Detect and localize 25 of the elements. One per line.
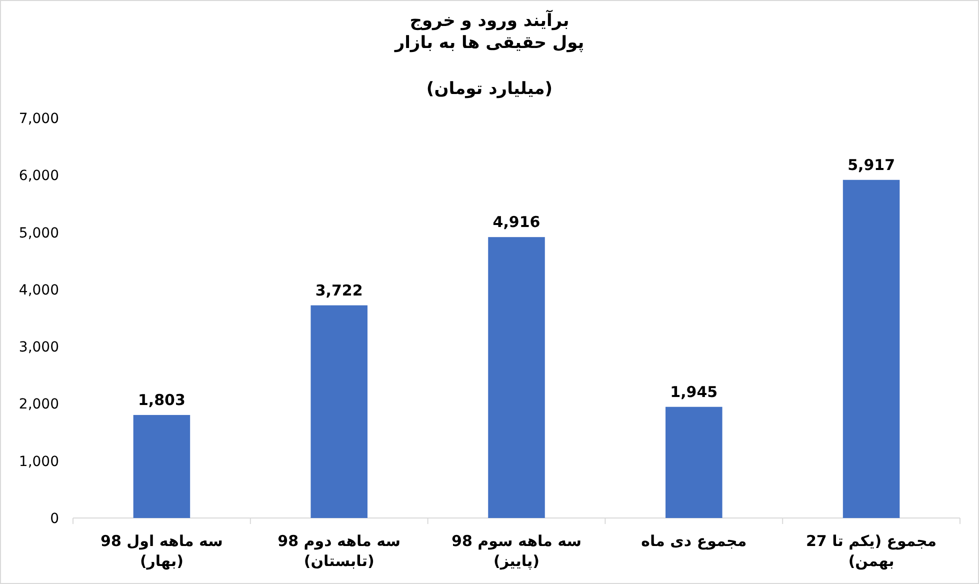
y-tick-label: 5,000 (18, 225, 59, 242)
x-tick-label: سه ماهه سوم 98 (پاییز) (452, 532, 582, 570)
bar (133, 414, 190, 518)
data-label: 1,803 (138, 390, 186, 409)
bar (666, 406, 722, 518)
bar (488, 237, 545, 518)
data-label: 3,722 (315, 281, 363, 300)
data-label: 5,917 (848, 156, 896, 174)
data-label: 4,916 (492, 213, 540, 232)
chart-title: برآیند ورود و خروج پول حقیقی ها به بازار (394, 9, 584, 53)
bar (842, 180, 900, 518)
y-tick-label: 1,000 (18, 454, 59, 470)
bar (310, 305, 368, 518)
x-tick-label: مجموع دی ماه (641, 532, 747, 550)
x-tick-label: مجموع (یکم تا 27 بهمن) (806, 532, 937, 570)
y-tick-label: 0 (50, 511, 59, 527)
chart-subtitle: (میلیارد تومان) (426, 79, 553, 99)
y-tick-label: 3,000 (18, 340, 59, 356)
y-tick-label: 6,000 (18, 168, 59, 184)
y-tick-label: 4,000 (18, 282, 59, 298)
x-tick-label: سه ماهه دوم 98 (تابستان) (278, 532, 401, 570)
x-tick-label: سه ماهه اول 98 (بهار) (100, 532, 223, 570)
y-tick-label: 7,000 (18, 111, 59, 127)
y-tick-label: 2,000 (18, 396, 59, 413)
data-label: 1,945 (670, 382, 718, 401)
